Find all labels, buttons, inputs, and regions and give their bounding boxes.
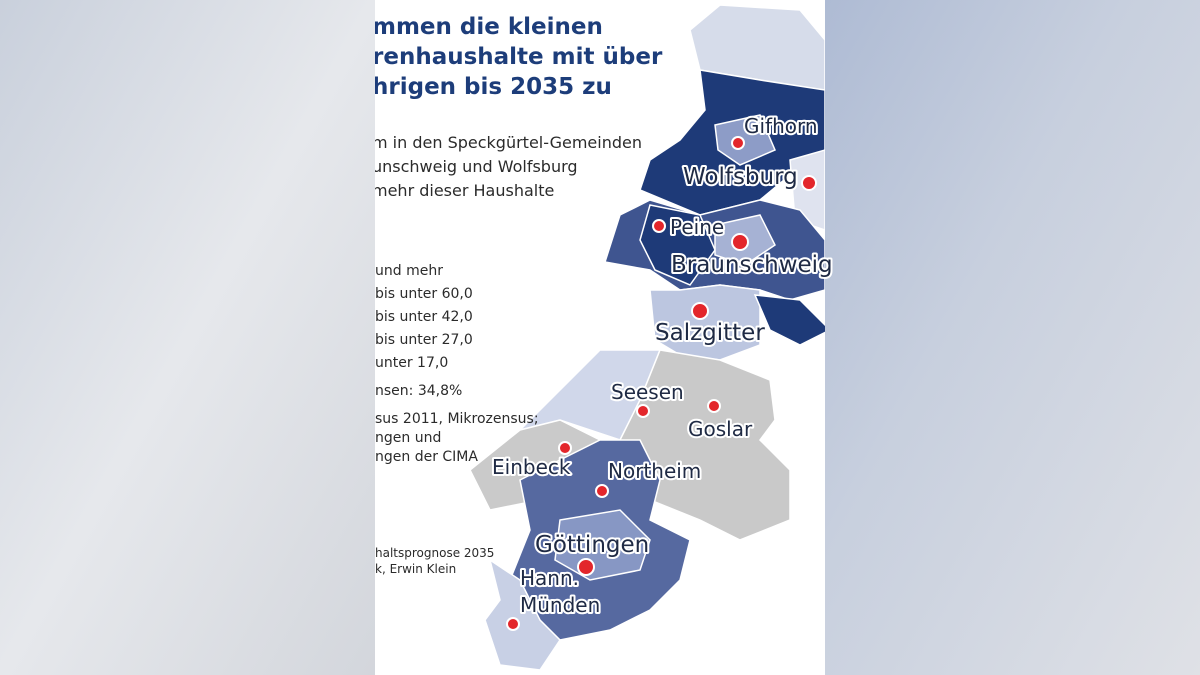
source-line: sus 2011, Mikrozensus; xyxy=(375,411,539,427)
city-label: Braunschweig xyxy=(671,252,833,278)
legend-item: und mehr xyxy=(375,263,443,279)
city-marker xyxy=(506,617,520,631)
subtitle-line: mehr dieser Haushalte xyxy=(372,181,554,200)
city-marker xyxy=(707,399,721,413)
city-label: Hann. xyxy=(520,566,579,590)
blurred-background xyxy=(0,0,375,675)
region xyxy=(714,114,776,166)
city-label: Göttingen xyxy=(535,532,649,558)
legend-item: bis unter 27,0 xyxy=(375,332,473,348)
title-line: mmen die kleinen xyxy=(372,14,603,40)
credit-line: k, Erwin Klein xyxy=(375,562,456,576)
subtitle-line: unschweig und Wolfsburg xyxy=(372,157,578,176)
title-line: hrigen bis 2035 zu xyxy=(372,74,612,100)
text-block: mmen die kleinen renhaushalte mit über h… xyxy=(372,14,663,576)
blurred-background xyxy=(825,0,1200,675)
city-label: Gifhorn xyxy=(744,114,818,138)
city-marker xyxy=(558,441,572,455)
subtitle-line: m in den Speckgürtel-Gemeinden xyxy=(372,133,642,152)
note: nsen: 34,8% xyxy=(375,383,462,399)
city-label: Goslar xyxy=(688,417,753,441)
city-label: Seesen xyxy=(611,380,684,404)
city-marker xyxy=(636,404,650,418)
city-marker xyxy=(731,136,745,150)
source-line: ngen und xyxy=(375,430,441,446)
region xyxy=(649,284,761,361)
city-label: Münden xyxy=(520,593,600,617)
city-label: Peine xyxy=(670,215,724,239)
city-labels: Gifhorn Wolfsburg Peine Braunschweig Sal… xyxy=(490,112,835,619)
legend-item: bis unter 60,0 xyxy=(375,286,473,302)
credit-line: haltsprognose 2035 xyxy=(375,546,494,560)
city-marker xyxy=(691,302,709,320)
city-label: Wolfsburg xyxy=(683,164,798,190)
city-marker xyxy=(595,484,609,498)
city-label: Einbeck xyxy=(492,455,571,479)
region xyxy=(484,558,561,671)
source-line: ngen der CIMA xyxy=(375,449,478,465)
city-markers xyxy=(506,136,817,631)
region xyxy=(753,294,825,346)
city-label: Northeim xyxy=(608,459,701,483)
legend-item: unter 17,0 xyxy=(375,355,448,371)
city-marker xyxy=(652,219,666,233)
city-marker xyxy=(577,558,595,576)
city-marker xyxy=(801,175,817,191)
city-label: Salzgitter xyxy=(655,320,765,346)
legend-item: bis unter 42,0 xyxy=(375,309,473,325)
city-marker xyxy=(731,233,749,251)
title-line: renhaushalte mit über xyxy=(372,44,663,70)
